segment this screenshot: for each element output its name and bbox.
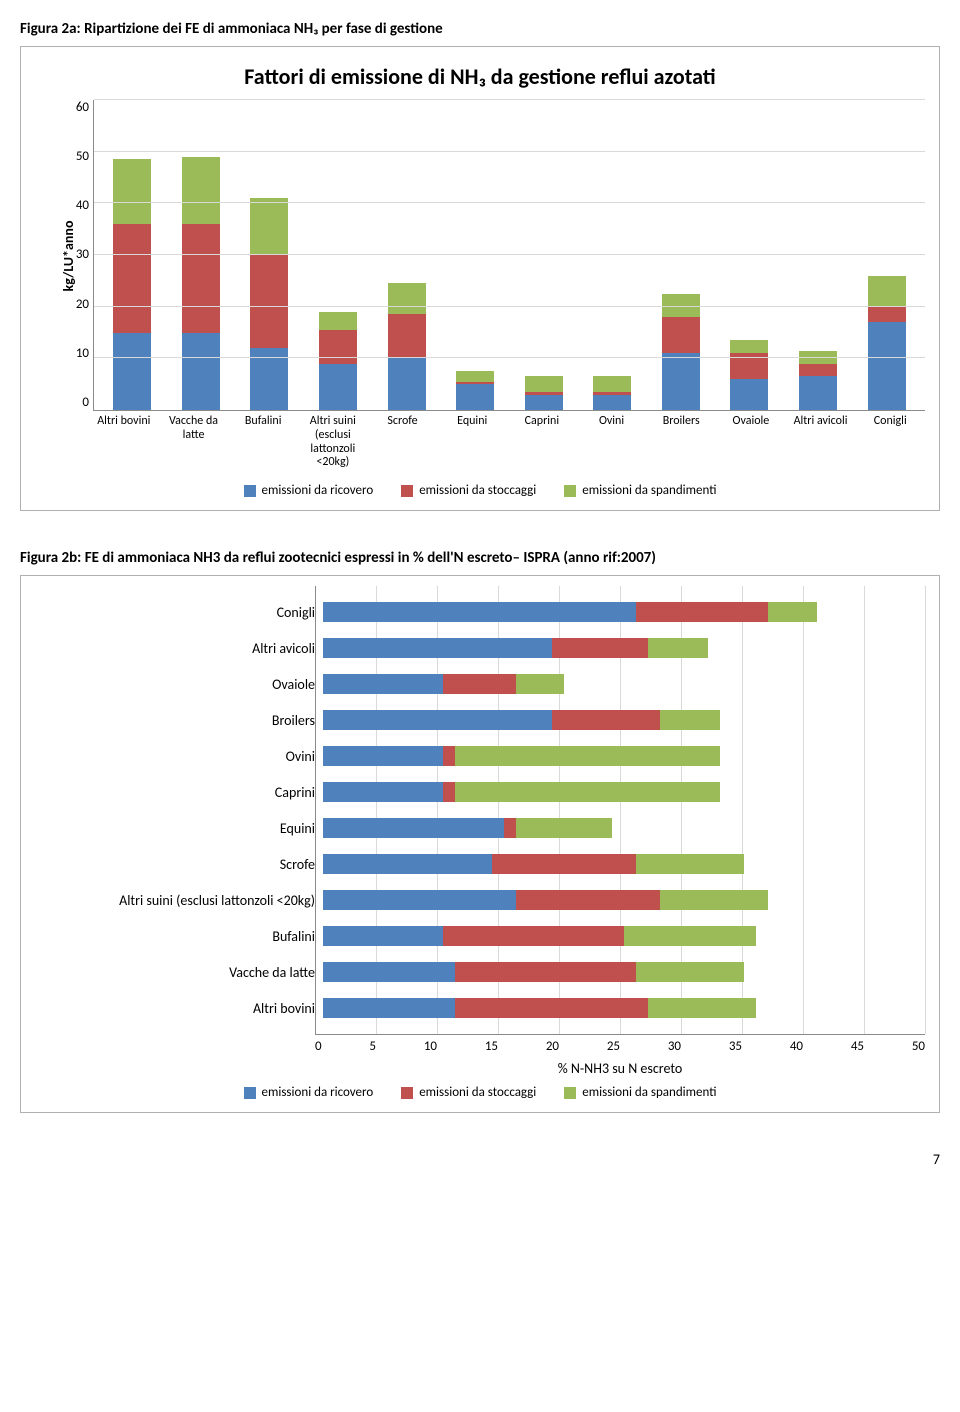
chart-2a-xlabels: Altri boviniVacche da latteBufaliniAltri… [35,415,925,475]
legend-label-ricovero: emissioni da ricovero [262,483,374,498]
hbar-label: Bufalini [35,928,323,945]
page-number: 7 [20,1151,940,1168]
hbar-label: Scrofe [35,856,323,873]
hbar-label: Ovini [35,748,323,765]
chart-2a-plot-area [93,100,925,411]
hbar-label: Equini [35,820,323,837]
chart-2b-bars: Conigli Altri avicoli Ovaiole Broilers Ovini… [35,586,925,1034]
figure-2b-caption: Figura 2b: FE di ammoniaca NH3 da reflui… [20,549,940,567]
hbar-label: Vacche da latte [35,964,323,981]
chart-2a-legend: emissioni da ricovero emissioni da stocc… [35,483,925,498]
legend-label-stoccaggi: emissioni da stoccaggi [419,483,536,498]
chart-2b-xlabel: % N-NH3 su N escreto [315,1060,925,1077]
chart-2b-frame: Conigli Altri avicoli Ovaiole Broilers Ovini… [20,575,940,1113]
hbar-label: Altri avicoli [35,640,323,657]
hbar-label: Altri suini (esclusi lattonzoli <20kg) [35,892,323,909]
legend-label-stoccaggi: emissioni da stoccaggi [419,1085,536,1100]
legend-label-spandimenti: emissioni da spandimenti [582,1085,716,1100]
chart-2a-ylabel: kg/LU*anno [60,220,77,291]
legend-label-spandimenti: emissioni da spandimenti [582,483,716,498]
legend-label-ricovero: emissioni da ricovero [262,1085,374,1100]
figure-2a-caption: Figura 2a: Ripartizione dei FE di ammoni… [20,20,940,38]
hbar-label: Conigli [35,604,323,621]
hbar-label: Altri bovini [35,1000,323,1017]
hbar-label: Caprini [35,784,323,801]
chart-2b-legend: emissioni da ricovero emissioni da stocc… [35,1085,925,1100]
chart-2b-xticks: 05101520253035404550 [315,1034,925,1054]
chart-2a-frame: Fattori di emissione di NH₃ da gestione … [20,46,940,511]
hbar-label: Broilers [35,712,323,729]
chart-2a-title: Fattori di emissione di NH₃ da gestione … [35,63,925,90]
hbar-label: Ovaiole [35,676,323,693]
